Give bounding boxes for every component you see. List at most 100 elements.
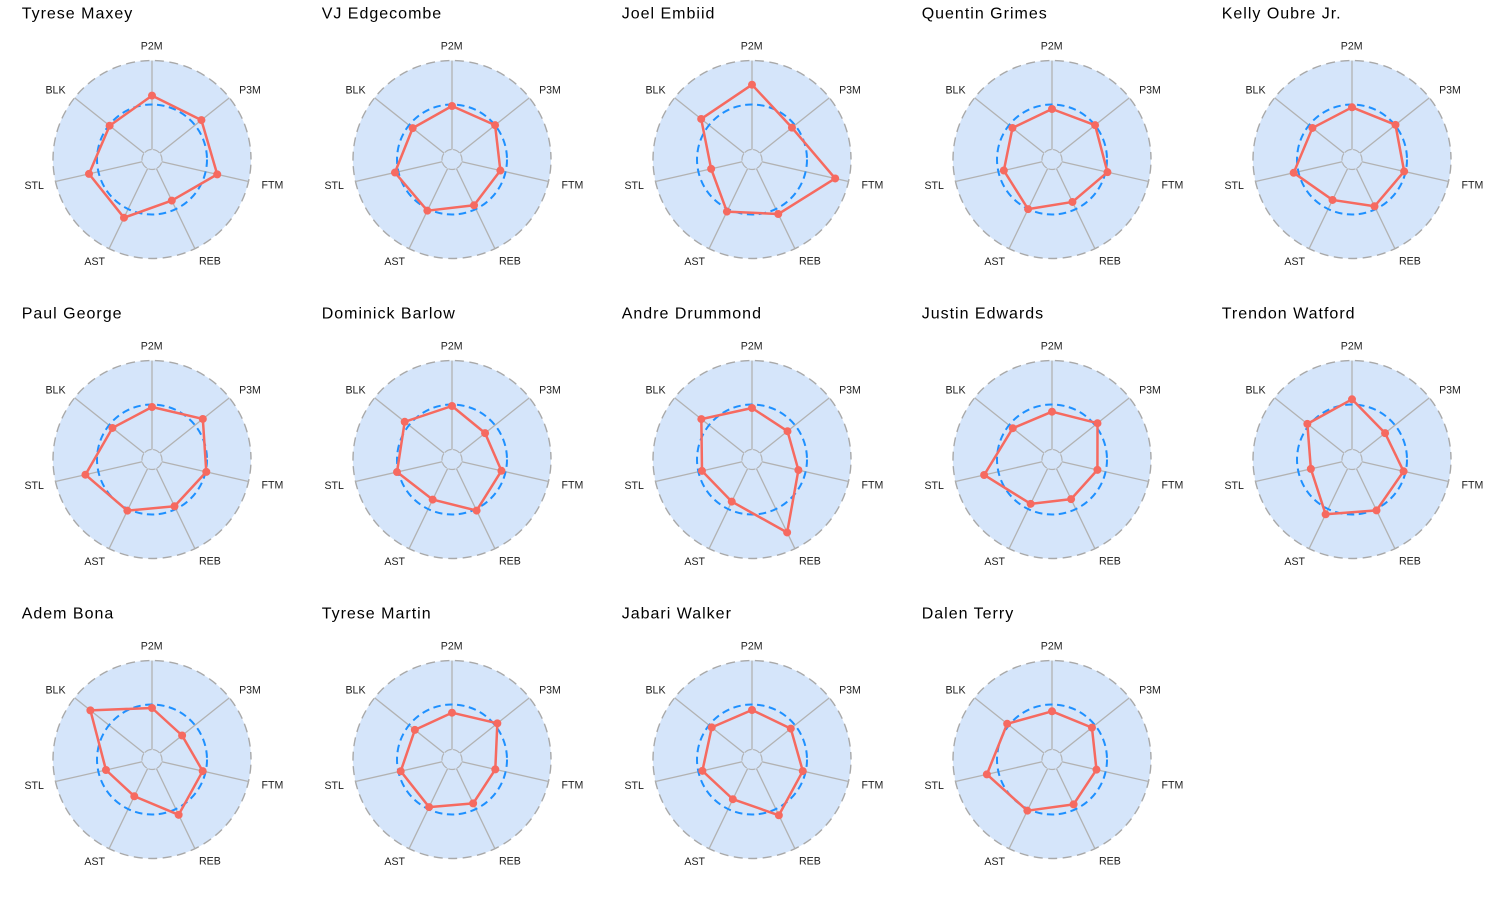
svg-text:Joel Embiid: Joel Embiid xyxy=(622,5,716,22)
svg-text:P2M: P2M xyxy=(1041,341,1063,353)
svg-text:FTM: FTM xyxy=(862,780,884,792)
svg-text:P3M: P3M xyxy=(839,85,861,97)
svg-text:AST: AST xyxy=(684,556,705,568)
svg-text:REB: REB xyxy=(499,556,521,568)
svg-text:BLK: BLK xyxy=(345,84,365,96)
svg-text:Jabari Walker: Jabari Walker xyxy=(622,605,732,622)
svg-text:P3M: P3M xyxy=(839,385,861,397)
svg-text:FTM: FTM xyxy=(1162,480,1184,492)
svg-text:STL: STL xyxy=(24,180,44,192)
svg-text:STL: STL xyxy=(324,780,344,792)
svg-text:REB: REB xyxy=(799,856,821,868)
svg-text:STL: STL xyxy=(1224,180,1244,192)
svg-text:AST: AST xyxy=(984,256,1005,268)
svg-text:FTM: FTM xyxy=(1162,780,1184,792)
svg-text:FTM: FTM xyxy=(862,180,884,192)
svg-text:AST: AST xyxy=(384,556,405,568)
svg-text:STL: STL xyxy=(624,180,644,192)
svg-text:FTM: FTM xyxy=(562,180,584,192)
svg-text:P3M: P3M xyxy=(239,85,261,97)
svg-text:P3M: P3M xyxy=(539,685,561,697)
svg-text:REB: REB xyxy=(1099,256,1121,268)
svg-text:P2M: P2M xyxy=(1041,41,1063,53)
svg-text:P3M: P3M xyxy=(1139,385,1161,397)
svg-text:FTM: FTM xyxy=(1462,180,1484,192)
svg-text:STL: STL xyxy=(24,480,44,492)
svg-text:Andre Drummond: Andre Drummond xyxy=(622,305,762,322)
svg-text:VJ Edgecombe: VJ Edgecombe xyxy=(322,5,443,22)
svg-text:BLK: BLK xyxy=(945,684,965,696)
svg-text:REB: REB xyxy=(199,256,221,268)
svg-text:P3M: P3M xyxy=(1439,385,1461,397)
svg-text:BLK: BLK xyxy=(45,684,65,696)
svg-text:Justin Edwards: Justin Edwards xyxy=(922,305,1044,322)
svg-text:P3M: P3M xyxy=(1139,85,1161,97)
svg-text:STL: STL xyxy=(624,480,644,492)
svg-text:REB: REB xyxy=(1399,256,1421,268)
svg-text:P3M: P3M xyxy=(239,685,261,697)
svg-text:P3M: P3M xyxy=(239,385,261,397)
svg-text:STL: STL xyxy=(924,780,944,792)
svg-text:STL: STL xyxy=(324,480,344,492)
svg-text:FTM: FTM xyxy=(562,480,584,492)
svg-text:BLK: BLK xyxy=(945,84,965,96)
svg-text:AST: AST xyxy=(684,256,705,268)
svg-text:P2M: P2M xyxy=(1041,641,1063,653)
svg-text:Dalen Terry: Dalen Terry xyxy=(922,605,1015,622)
svg-text:Paul George: Paul George xyxy=(22,305,123,322)
svg-text:FTM: FTM xyxy=(1162,180,1184,192)
svg-text:BLK: BLK xyxy=(645,684,665,696)
svg-text:BLK: BLK xyxy=(945,384,965,396)
svg-text:REB: REB xyxy=(199,556,221,568)
svg-text:P2M: P2M xyxy=(1341,341,1363,353)
svg-text:AST: AST xyxy=(1284,556,1305,568)
svg-text:AST: AST xyxy=(984,856,1005,868)
svg-text:STL: STL xyxy=(924,480,944,492)
svg-text:AST: AST xyxy=(84,256,105,268)
svg-text:STL: STL xyxy=(324,180,344,192)
svg-text:P3M: P3M xyxy=(539,385,561,397)
svg-text:Trendon Watford: Trendon Watford xyxy=(1222,305,1356,322)
svg-text:FTM: FTM xyxy=(1462,480,1484,492)
svg-text:REB: REB xyxy=(199,856,221,868)
svg-text:REB: REB xyxy=(499,256,521,268)
svg-text:P2M: P2M xyxy=(441,41,463,53)
svg-text:AST: AST xyxy=(384,256,405,268)
svg-text:P2M: P2M xyxy=(141,41,163,53)
svg-text:Tyrese Martin: Tyrese Martin xyxy=(322,605,432,622)
svg-text:BLK: BLK xyxy=(345,684,365,696)
svg-text:P2M: P2M xyxy=(441,341,463,353)
svg-text:P2M: P2M xyxy=(441,641,463,653)
svg-text:BLK: BLK xyxy=(45,84,65,96)
svg-text:BLK: BLK xyxy=(345,384,365,396)
svg-text:AST: AST xyxy=(84,856,105,868)
svg-text:Tyrese Maxey: Tyrese Maxey xyxy=(22,5,134,22)
svg-text:P3M: P3M xyxy=(1139,685,1161,697)
svg-text:FTM: FTM xyxy=(562,780,584,792)
svg-text:BLK: BLK xyxy=(1245,384,1265,396)
svg-text:BLK: BLK xyxy=(45,384,65,396)
svg-text:STL: STL xyxy=(624,780,644,792)
svg-text:AST: AST xyxy=(384,856,405,868)
svg-text:P2M: P2M xyxy=(741,341,763,353)
svg-text:P2M: P2M xyxy=(741,641,763,653)
svg-text:FTM: FTM xyxy=(262,480,284,492)
svg-text:Adem Bona: Adem Bona xyxy=(22,605,115,622)
svg-text:P2M: P2M xyxy=(141,641,163,653)
svg-text:AST: AST xyxy=(684,856,705,868)
svg-text:BLK: BLK xyxy=(645,84,665,96)
svg-text:P2M: P2M xyxy=(741,41,763,53)
svg-text:FTM: FTM xyxy=(262,180,284,192)
svg-text:AST: AST xyxy=(84,556,105,568)
svg-text:Quentin Grimes: Quentin Grimes xyxy=(922,5,1048,22)
svg-text:REB: REB xyxy=(1099,856,1121,868)
svg-text:REB: REB xyxy=(499,856,521,868)
svg-text:REB: REB xyxy=(799,556,821,568)
svg-text:P2M: P2M xyxy=(141,341,163,353)
svg-text:BLK: BLK xyxy=(645,384,665,396)
svg-text:STL: STL xyxy=(1224,480,1244,492)
svg-text:REB: REB xyxy=(1099,556,1121,568)
svg-text:Dominick Barlow: Dominick Barlow xyxy=(322,305,456,322)
svg-text:FTM: FTM xyxy=(862,480,884,492)
svg-text:P2M: P2M xyxy=(1341,41,1363,53)
